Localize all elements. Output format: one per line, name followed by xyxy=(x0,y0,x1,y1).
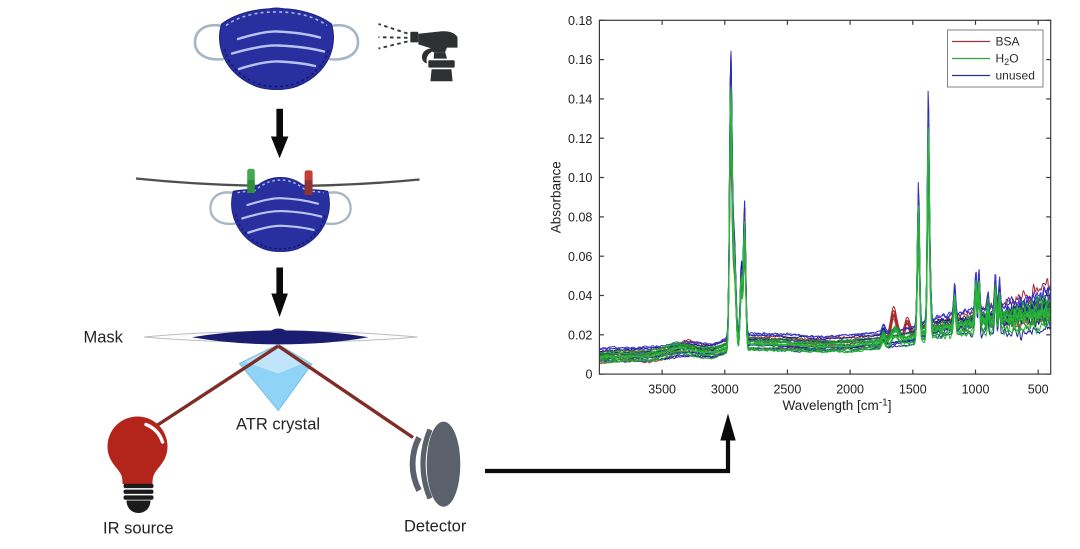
svg-text:0.12: 0.12 xyxy=(568,132,592,146)
svg-text:0.06: 0.06 xyxy=(568,250,592,264)
svg-text:0.08: 0.08 xyxy=(568,211,592,225)
svg-text:0.10: 0.10 xyxy=(568,171,592,185)
svg-text:1500: 1500 xyxy=(899,383,927,397)
svg-text:3500: 3500 xyxy=(648,383,676,397)
svg-text:0.14: 0.14 xyxy=(568,93,592,107)
svg-text:3000: 3000 xyxy=(711,383,739,397)
svg-text:ATR crystal: ATR crystal xyxy=(236,416,320,434)
svg-text:IR source: IR source xyxy=(103,520,174,538)
svg-text:2000: 2000 xyxy=(836,383,864,397)
svg-text:0.02: 0.02 xyxy=(568,328,592,342)
svg-text:500: 500 xyxy=(1028,383,1049,397)
svg-text:1000: 1000 xyxy=(962,383,990,397)
svg-text:0.04: 0.04 xyxy=(568,289,592,303)
svg-text:2500: 2500 xyxy=(773,383,801,397)
svg-text:0: 0 xyxy=(585,368,592,382)
svg-text:H2O: H2O xyxy=(996,52,1019,67)
svg-text:unused: unused xyxy=(996,69,1035,83)
svg-text:Absorbance: Absorbance xyxy=(549,161,564,233)
svg-text:Mask: Mask xyxy=(84,329,124,347)
svg-text:Wavelength [cm-1]: Wavelength [cm-1] xyxy=(783,398,892,414)
svg-text:0.18: 0.18 xyxy=(568,14,592,28)
svg-text:0.16: 0.16 xyxy=(568,53,592,67)
svg-text:BSA: BSA xyxy=(996,35,1020,49)
svg-text:Detector: Detector xyxy=(404,518,467,536)
